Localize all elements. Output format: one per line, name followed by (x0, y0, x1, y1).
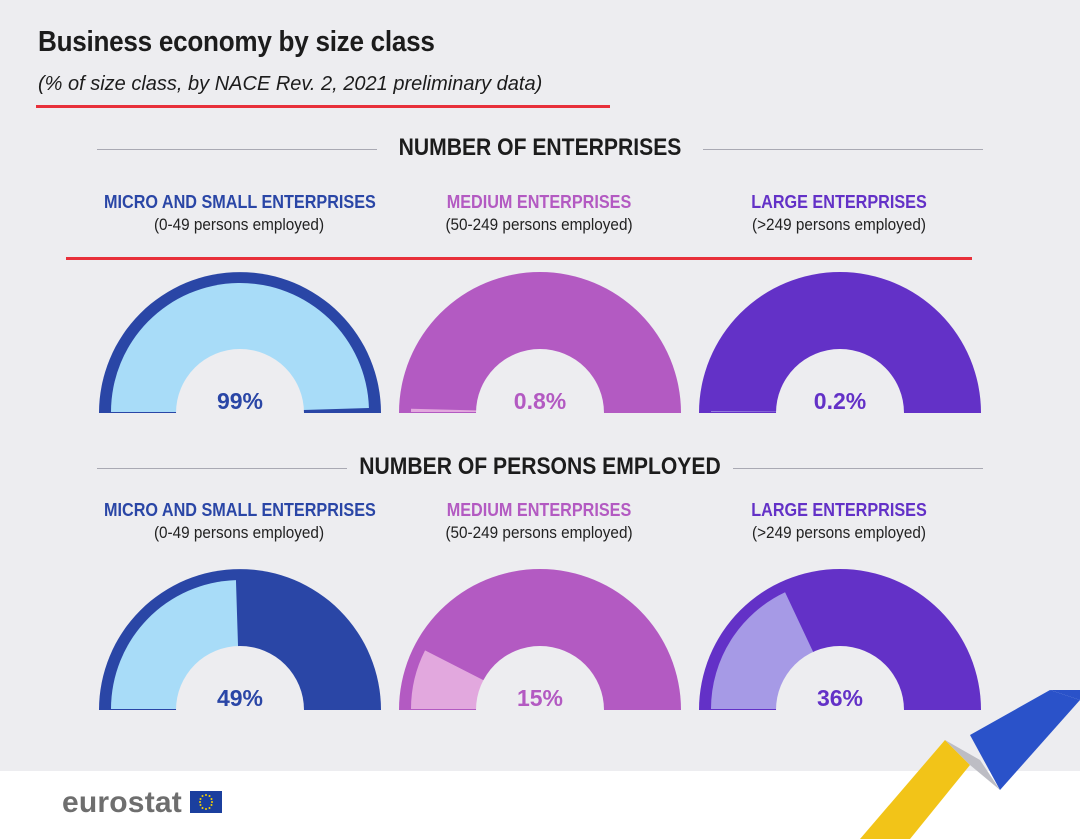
gauge-large-label: 36% (817, 685, 863, 711)
eu-flag-icon (190, 791, 222, 813)
category-large-enterprises: LARGE ENTERPRISES (>249 persons employed… (689, 192, 989, 235)
section-rule-right (733, 468, 983, 469)
page-title: Business economy by size class (38, 26, 435, 58)
category-sub: (50-249 persons employed) (445, 523, 633, 542)
category-sub: (0-49 persons employed) (153, 215, 325, 234)
section-heading-persons-employed: NUMBER OF PERSONS EMPLOYED (359, 453, 721, 480)
category-name: MICRO AND SMALL ENTERPRISES (104, 192, 376, 212)
category-medium-enterprises: MEDIUM ENTERPRISES (50-249 persons emplo… (389, 192, 689, 235)
gauge-micro-label: 99% (217, 388, 263, 414)
category-name: MEDIUM ENTERPRISES (446, 500, 632, 520)
gauge-large-value (711, 411, 840, 412)
gauge-micro-value (111, 283, 369, 412)
gauge-medium-label: 15% (517, 685, 563, 711)
gauge-micro-hole (176, 646, 304, 710)
category-sub: (50-249 persons employed) (445, 215, 633, 234)
gauge-medium-hole (476, 349, 604, 413)
category-micro-enterprises: MICRO AND SMALL ENTERPRISES (0-49 person… (89, 500, 389, 543)
subtitle-underline (36, 105, 610, 108)
gauge-large-label: 0.2% (814, 388, 866, 414)
category-name: MICRO AND SMALL ENTERPRISES (104, 500, 376, 520)
section-rule-right (703, 149, 983, 150)
category-name: LARGE ENTERPRISES (751, 192, 927, 212)
gauge-micro-hole (176, 349, 304, 413)
section-heading-enterprises: NUMBER OF ENTERPRISES (398, 134, 682, 161)
gauge-micro-label: 49% (217, 685, 263, 711)
category-name: LARGE ENTERPRISES (751, 500, 927, 520)
decorative-ribbon (860, 690, 1080, 839)
section-rule-left (97, 468, 347, 469)
gauge-medium-track (399, 272, 681, 413)
category-sub: (>249 persons employed) (752, 215, 926, 234)
gauge-large-track (699, 272, 981, 413)
page-subtitle: (% of size class, by NACE Rev. 2, 2021 p… (38, 73, 543, 95)
gauge-large-hole (776, 349, 904, 413)
section-underline (66, 257, 972, 260)
category-sub: (0-49 persons employed) (153, 523, 325, 542)
category-medium-enterprises: MEDIUM ENTERPRISES (50-249 persons emplo… (389, 500, 689, 543)
category-micro-enterprises: MICRO AND SMALL ENTERPRISES (0-49 person… (89, 192, 389, 235)
gauge-medium-label: 0.8% (514, 388, 566, 414)
category-sub: (>249 persons employed) (752, 523, 926, 542)
category-large-enterprises: LARGE ENTERPRISES (>249 persons employed… (689, 500, 989, 543)
category-name: MEDIUM ENTERPRISES (446, 192, 632, 212)
eurostat-logo: eurostat (62, 786, 182, 819)
section-rule-left (97, 149, 377, 150)
gauge-medium-hole (476, 646, 604, 710)
gauge-charts: 99% 0.8% 0.2% 49% 15% 36% (99, 272, 981, 711)
gauge-large-hole (776, 646, 904, 710)
